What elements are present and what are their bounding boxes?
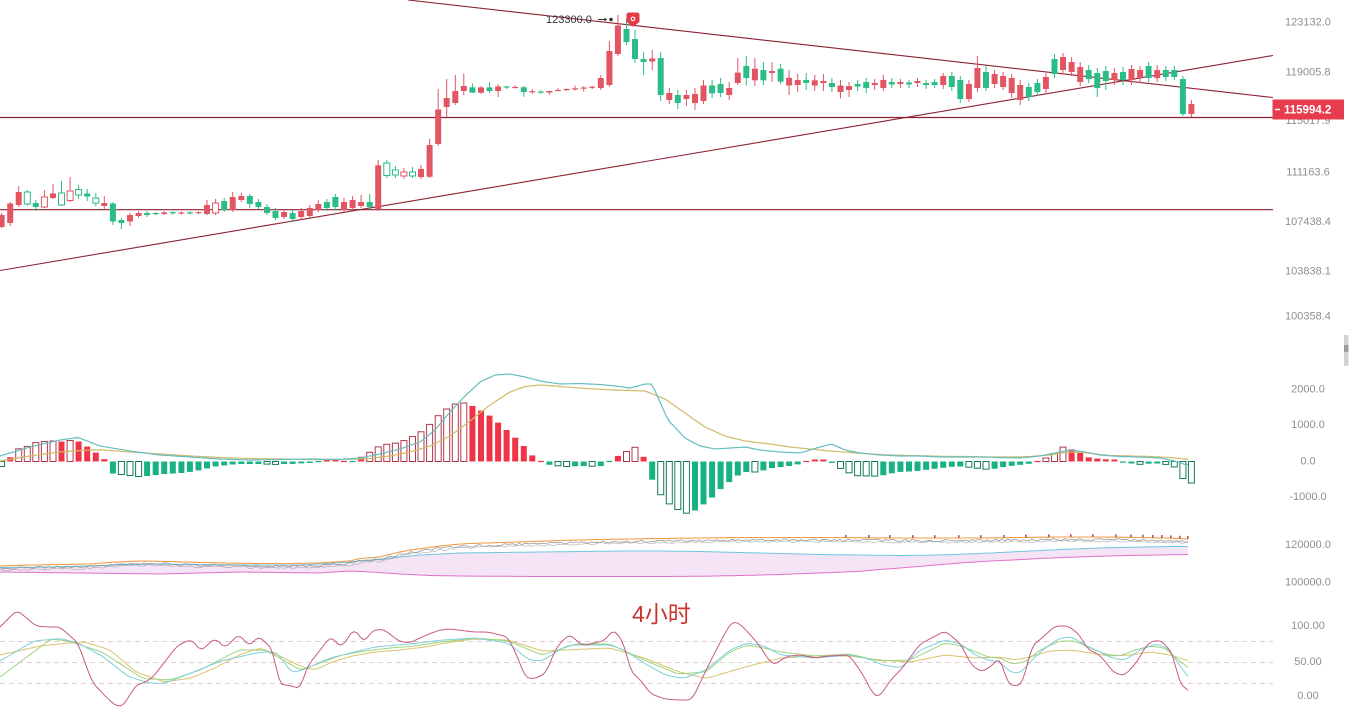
svg-text:119005.8: 119005.8 — [1285, 66, 1330, 78]
svg-text:107438.4: 107438.4 — [1285, 216, 1331, 228]
svg-text:123300.0: 123300.0 — [546, 14, 592, 26]
svg-text:1000.0: 1000.0 — [1291, 419, 1325, 431]
svg-text:115994.2: 115994.2 — [1284, 105, 1331, 117]
svg-text:4小时: 4小时 — [632, 601, 691, 627]
svg-text:2000.0: 2000.0 — [1291, 384, 1325, 396]
svg-text:0.00: 0.00 — [1297, 690, 1318, 702]
svg-text:50.00: 50.00 — [1294, 656, 1322, 668]
svg-text:111163.6: 111163.6 — [1286, 166, 1329, 178]
svg-text:0.0: 0.0 — [1300, 456, 1315, 468]
svg-text:120000.0: 120000.0 — [1285, 539, 1331, 551]
svg-text:100.00: 100.00 — [1291, 620, 1325, 632]
svg-text:100358.4: 100358.4 — [1285, 311, 1331, 323]
svg-text:123132.0: 123132.0 — [1285, 17, 1331, 29]
svg-text:100000.0: 100000.0 — [1285, 577, 1331, 589]
svg-text:103838.1: 103838.1 — [1285, 265, 1331, 277]
svg-text:-1000.0: -1000.0 — [1289, 491, 1326, 503]
